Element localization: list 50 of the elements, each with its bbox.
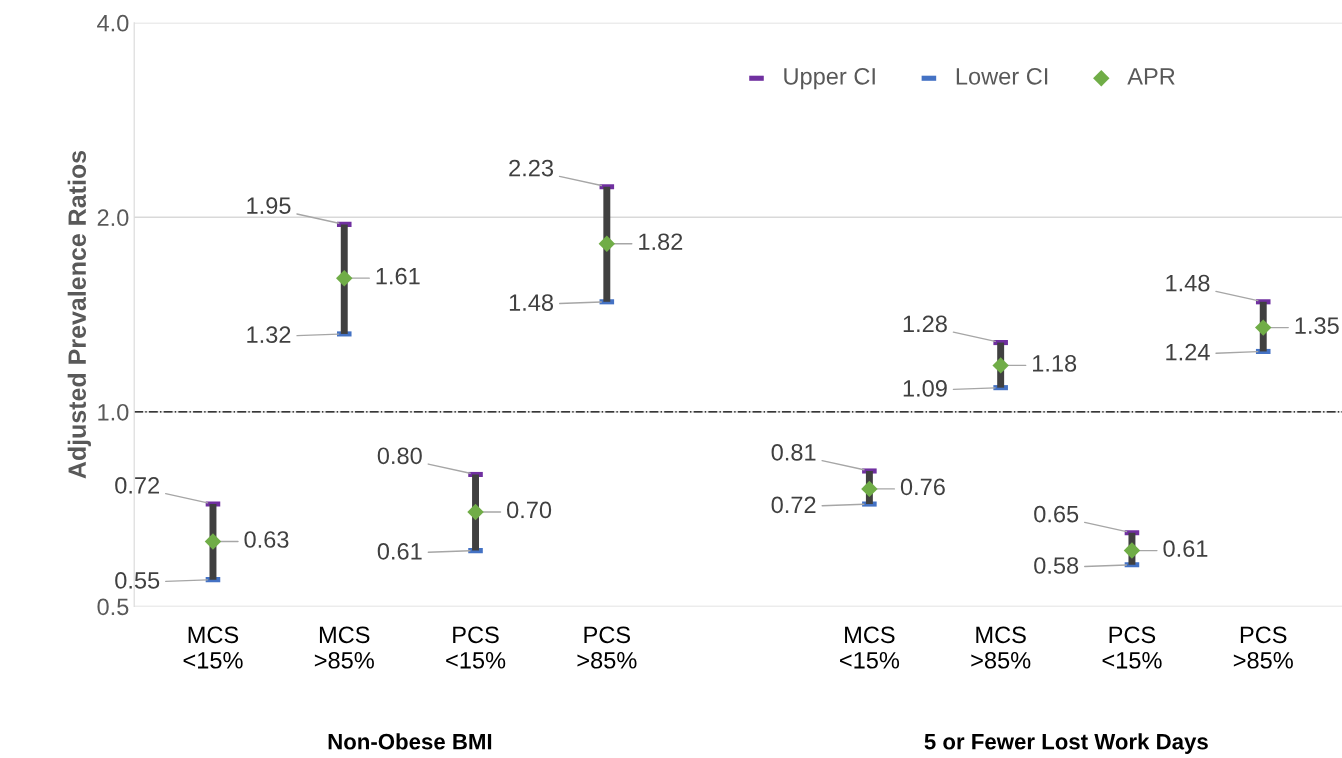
data-label: 1.61 xyxy=(376,267,420,285)
point xyxy=(861,480,878,498)
point xyxy=(1255,319,1272,336)
data-label: 0.61 xyxy=(377,542,422,560)
point xyxy=(1123,542,1141,559)
data-label: 1.35 xyxy=(1295,317,1339,334)
data-label: 1.24 xyxy=(1166,343,1210,361)
point xyxy=(598,235,616,252)
legend-label: Lower CI xyxy=(956,67,1048,85)
data-label: 1.48 xyxy=(1166,274,1210,292)
data-label: 1.95 xyxy=(247,197,291,215)
data-label: 1.18 xyxy=(1033,355,1077,372)
legend-label: APR xyxy=(1127,68,1175,85)
data-label: 1.32 xyxy=(247,326,291,344)
x-tick-label: PCS <15% xyxy=(1102,626,1162,669)
data-label: 1.82 xyxy=(639,233,683,251)
point xyxy=(204,533,222,550)
x-tick-label: PCS >85% xyxy=(1233,626,1293,669)
data-label: 1.28 xyxy=(903,315,947,333)
point xyxy=(992,357,1009,374)
y-tick-label: 0.5 xyxy=(97,598,129,616)
text: Non-Obese BMI xyxy=(328,733,492,750)
x-tick-label: MCS <15% xyxy=(183,626,243,669)
y-tick-label: 4.0 xyxy=(97,14,129,32)
data-label: 0.81 xyxy=(771,443,816,461)
data-label: 0.72 xyxy=(115,477,160,494)
data-label: 0.65 xyxy=(1034,505,1079,523)
x-tick-label: MCS <15% xyxy=(840,626,900,669)
data-label: 0.76 xyxy=(900,478,945,496)
point xyxy=(467,503,484,521)
x-tick-label: PCS <15% xyxy=(446,626,506,669)
data-label: 0.55 xyxy=(115,572,160,589)
data-label: 2.23 xyxy=(509,159,554,177)
data-label: 0.61 xyxy=(1163,540,1208,557)
data-label: 0.63 xyxy=(244,531,289,548)
y-axis-title: Adjusted Prevalence Ratios xyxy=(67,150,91,479)
data-label: 0.80 xyxy=(377,447,422,465)
data-label: 1.09 xyxy=(903,380,947,397)
data-label: 1.48 xyxy=(509,294,554,311)
point xyxy=(336,269,353,287)
y-tick-label: 2.0 xyxy=(97,209,129,227)
data-label: 0.72 xyxy=(771,496,816,514)
data-label: 0.58 xyxy=(1034,557,1079,574)
text: 5 or Fewer Lost Work Days xyxy=(924,733,1208,754)
y-tick-label: 1.0 xyxy=(98,403,129,421)
legend-label: Upper CI xyxy=(784,67,875,90)
data-label: 0.70 xyxy=(507,501,552,519)
x-tick-label: PCS >85% xyxy=(577,626,637,669)
x-tick-label: MCS >85% xyxy=(971,626,1031,669)
x-tick-label: MCS >85% xyxy=(314,626,374,669)
